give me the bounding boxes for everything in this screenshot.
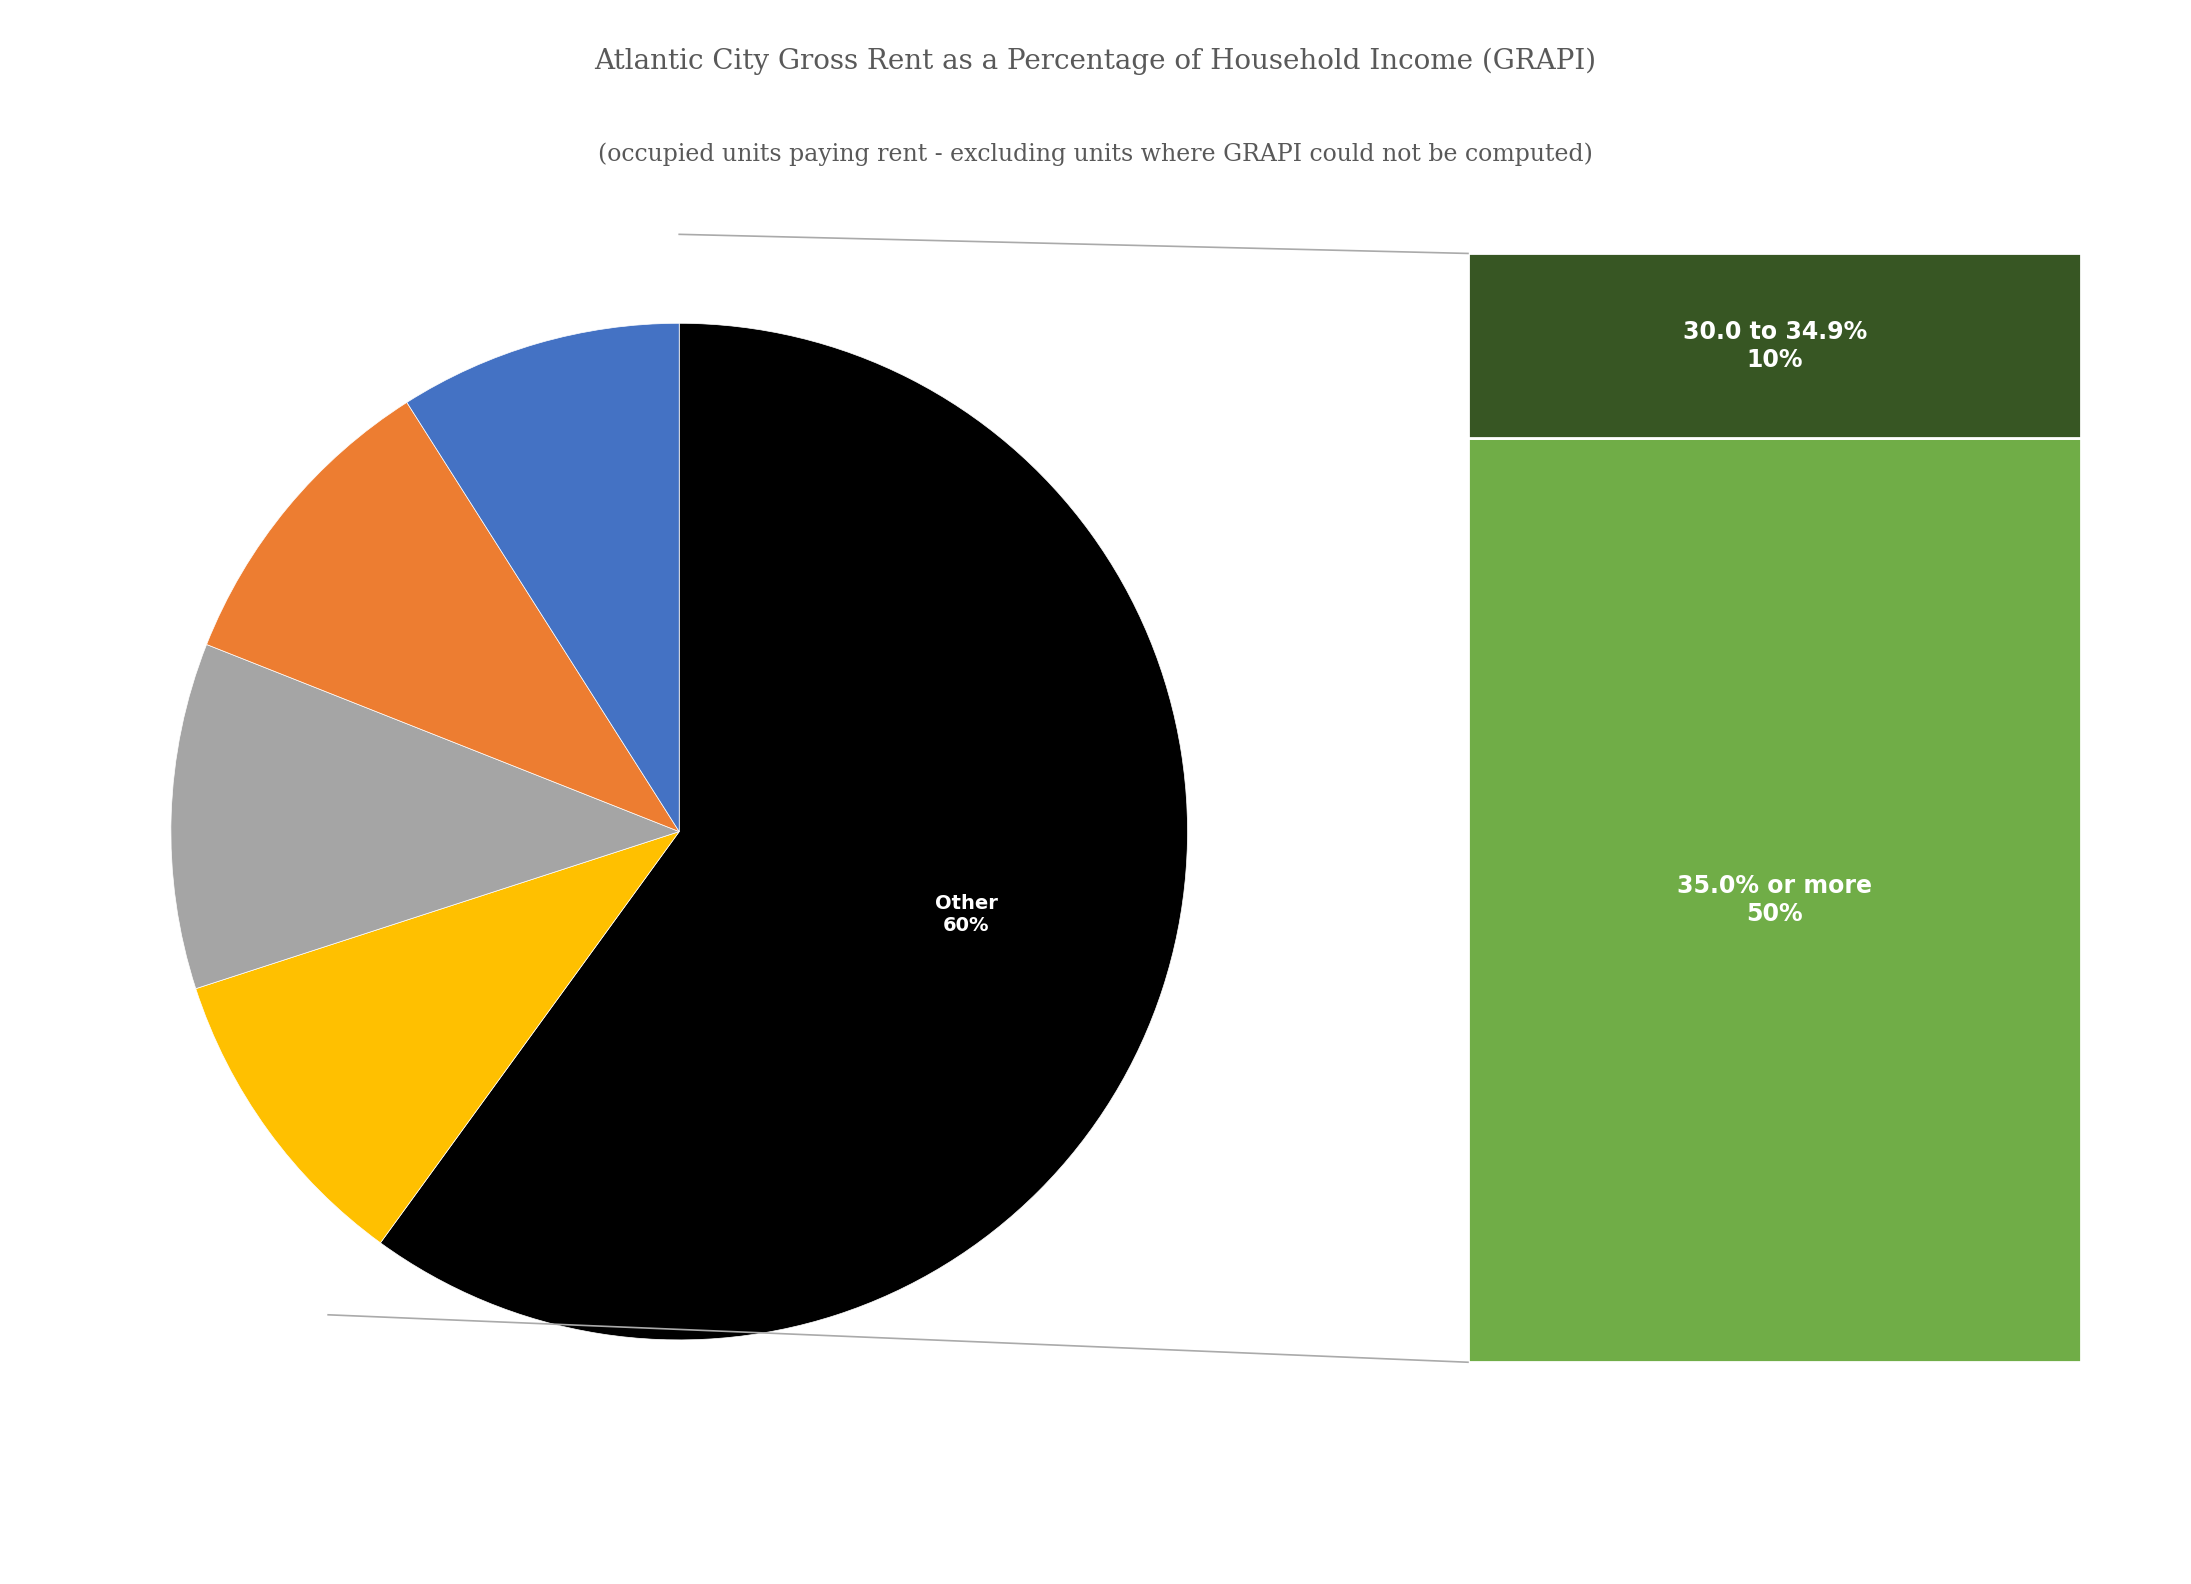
Text: 35.0% or more
50%: 35.0% or more 50%: [1676, 874, 1873, 927]
Text: 15.0 to 19.9%
10%: 15.0 to 19.9% 10%: [11, 385, 164, 426]
Text: (occupied units paying rent - excluding units where GRAPI could not be computed): (occupied units paying rent - excluding …: [598, 143, 1593, 166]
Text: Other
60%: Other 60%: [936, 893, 997, 935]
Text: Atlantic City Gross Rent as a Percentage of Household Income (GRAPI): Atlantic City Gross Rent as a Percentage…: [594, 48, 1597, 74]
Bar: [1468, 439, 2081, 1362]
Text: Less than 15.0%
9%: Less than 15.0% 9%: [313, 169, 493, 209]
Wedge shape: [171, 645, 679, 988]
Wedge shape: [381, 323, 1188, 1340]
Wedge shape: [195, 832, 679, 1243]
Wedge shape: [206, 402, 679, 832]
Text: 25.0 to 29.9%
10%: 25.0 to 29.9% 10%: [0, 1215, 123, 1256]
Wedge shape: [408, 323, 679, 832]
Bar: [1468, 253, 2081, 439]
Text: 30.0 to 34.9%
10%: 30.0 to 34.9% 10%: [1683, 320, 1867, 372]
